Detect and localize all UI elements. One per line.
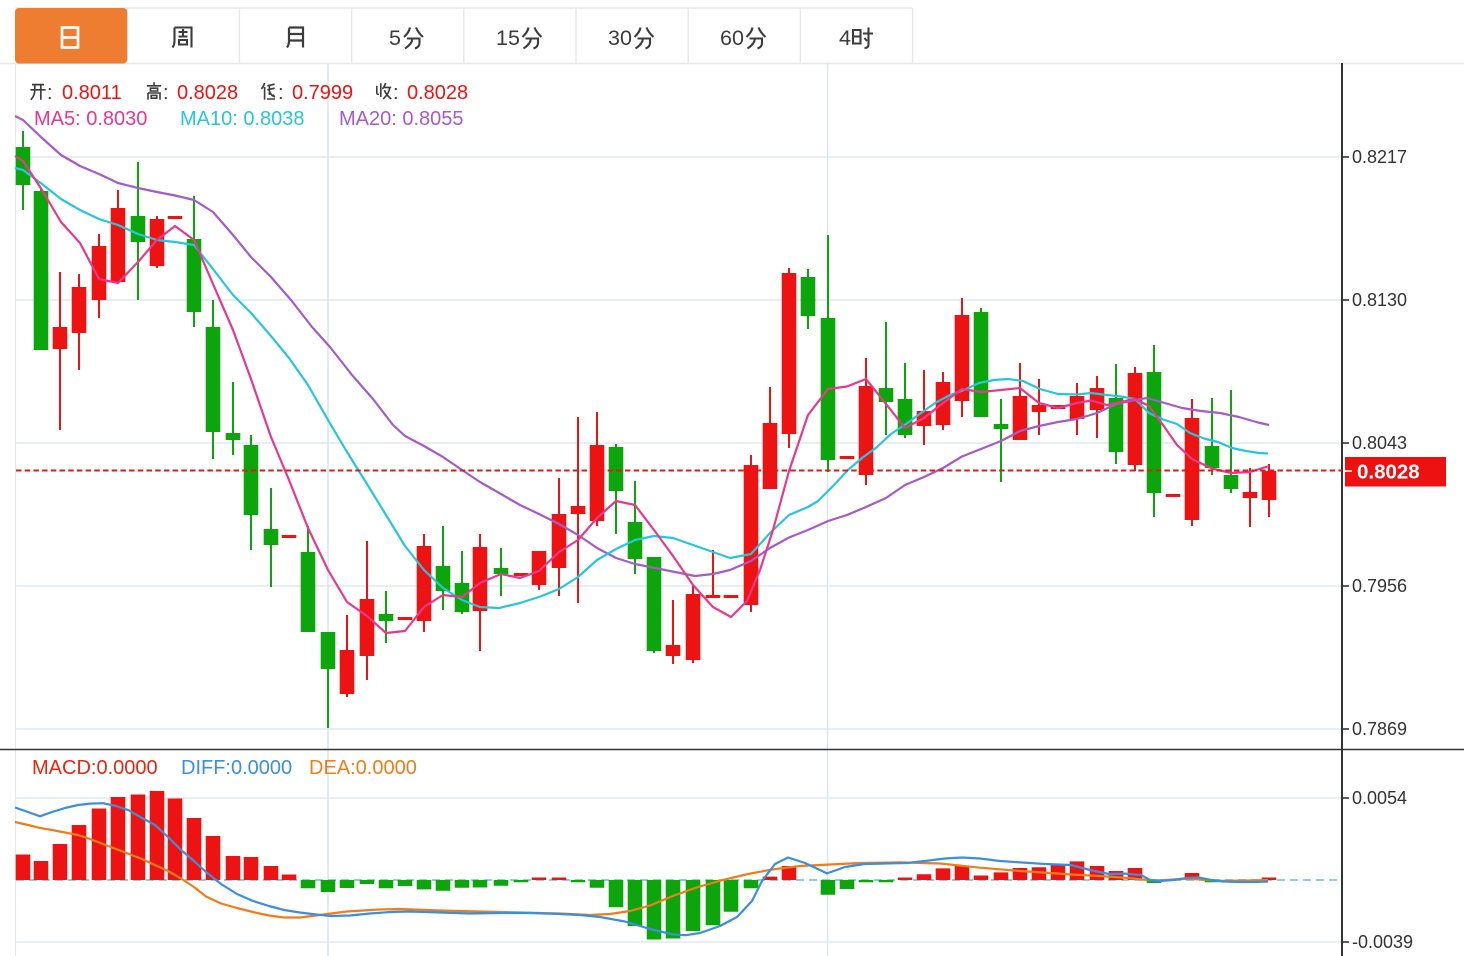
svg-text:DEA:0.0000: DEA:0.0000 — [309, 757, 417, 779]
svg-text:4: 4 — [839, 26, 851, 50]
svg-text:MACD:0.0000: MACD:0.0000 — [32, 757, 158, 779]
svg-text:5: 5 — [389, 26, 401, 50]
svg-text::: : — [278, 82, 284, 104]
svg-text:MA20: 0.8055: MA20: 0.8055 — [339, 108, 464, 130]
svg-text:MA5: 0.8030: MA5: 0.8030 — [34, 108, 147, 130]
svg-text:0.7956: 0.7956 — [1352, 576, 1407, 596]
svg-text:0.8043: 0.8043 — [1352, 433, 1407, 453]
svg-text:0.8011: 0.8011 — [62, 82, 122, 104]
svg-text:0.8028: 0.8028 — [407, 82, 468, 104]
svg-text:30: 30 — [608, 26, 632, 50]
svg-text:15: 15 — [496, 26, 520, 50]
svg-text:-0.0039: -0.0039 — [1352, 932, 1413, 952]
svg-text:0.8028: 0.8028 — [177, 82, 238, 104]
svg-text:DIFF:0.0000: DIFF:0.0000 — [181, 757, 292, 779]
svg-text::: : — [47, 82, 53, 104]
svg-text:0.8130: 0.8130 — [1352, 290, 1407, 310]
svg-text:0.7999: 0.7999 — [292, 82, 353, 104]
svg-text:0.7869: 0.7869 — [1352, 719, 1407, 739]
svg-text:60: 60 — [720, 26, 744, 50]
svg-text:0.0054: 0.0054 — [1352, 788, 1407, 808]
svg-text::: : — [393, 82, 399, 104]
svg-text::: : — [163, 82, 169, 104]
svg-text:MA10: 0.8038: MA10: 0.8038 — [180, 108, 305, 130]
svg-text:0.8028: 0.8028 — [1357, 461, 1420, 484]
svg-text:0.8217: 0.8217 — [1352, 147, 1407, 167]
